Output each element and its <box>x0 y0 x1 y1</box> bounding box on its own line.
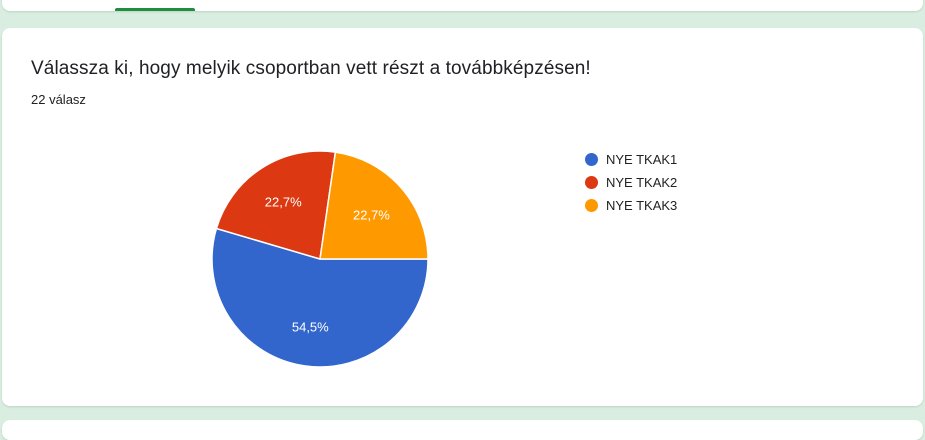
chart-legend: NYE TKAK1 NYE TKAK2 NYE TKAK3 <box>585 148 677 217</box>
question-title: Válassza ki, hogy melyik csoportban vett… <box>31 58 591 79</box>
pie-slice-label-3: 22,7% <box>353 207 390 222</box>
pie-chart: 54,5% 22,7% 22,7% <box>211 150 429 368</box>
legend-label: NYE TKAK2 <box>606 175 678 190</box>
legend-item[interactable]: NYE TKAK2 <box>585 171 677 194</box>
legend-swatch <box>585 199 598 212</box>
pie-slice-label-2: 22,7% <box>265 195 302 210</box>
pie-slice-1[interactable] <box>211 227 429 368</box>
pie-slice-label-1: 54,5% <box>292 319 329 334</box>
legend-item[interactable]: NYE TKAK1 <box>585 148 677 171</box>
legend-swatch <box>585 176 598 189</box>
legend-item[interactable]: NYE TKAK3 <box>585 194 677 217</box>
response-count: 22 válasz <box>31 92 86 107</box>
pie-slice-2[interactable] <box>215 150 337 260</box>
legend-label: NYE TKAK1 <box>606 152 678 167</box>
legend-label: NYE TKAK3 <box>606 198 678 213</box>
pie-slice-3[interactable] <box>319 151 429 260</box>
previous-question-card <box>2 0 923 11</box>
question-summary-card: Válassza ki, hogy melyik csoportban vett… <box>2 28 923 406</box>
legend-swatch <box>585 153 598 166</box>
next-question-card <box>2 420 923 440</box>
active-tab-indicator <box>115 8 195 11</box>
